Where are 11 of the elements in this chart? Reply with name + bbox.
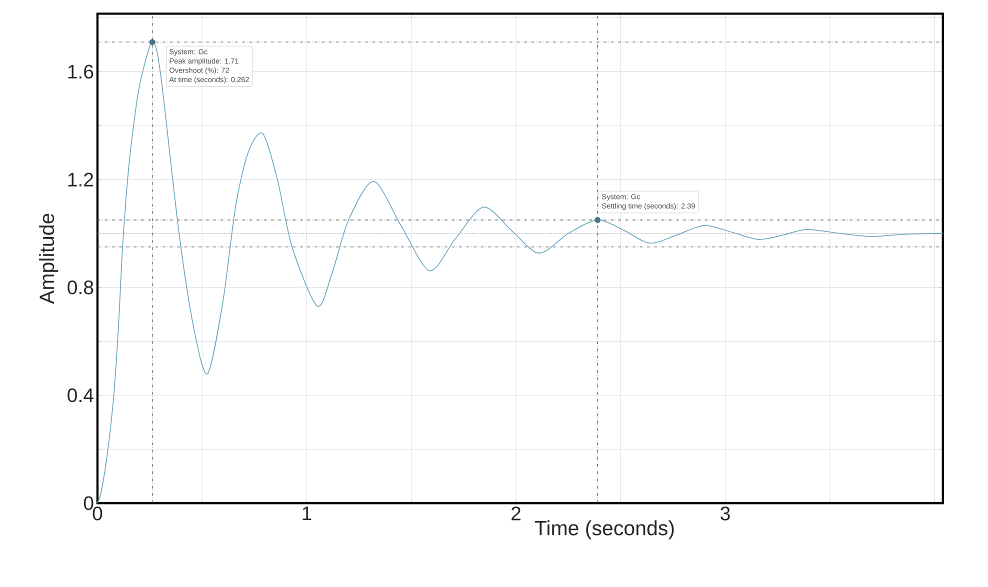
x-axis-title: Time (seconds)	[534, 520, 674, 540]
y-tick-label: 0.8	[68, 280, 94, 294]
y-tick-label: 0.4	[68, 388, 94, 402]
x-tick-label: 0	[92, 506, 102, 520]
y-tick-label: 1.6	[68, 64, 94, 78]
x-tick-label: 1	[302, 506, 312, 520]
y-tick-label: 0	[84, 496, 94, 510]
x-tick-label: 2	[512, 506, 520, 520]
x-tick-label: 3	[720, 506, 730, 520]
y-axis-title: Amplitude	[39, 213, 58, 304]
y-tick-label: 1.2	[68, 172, 94, 186]
